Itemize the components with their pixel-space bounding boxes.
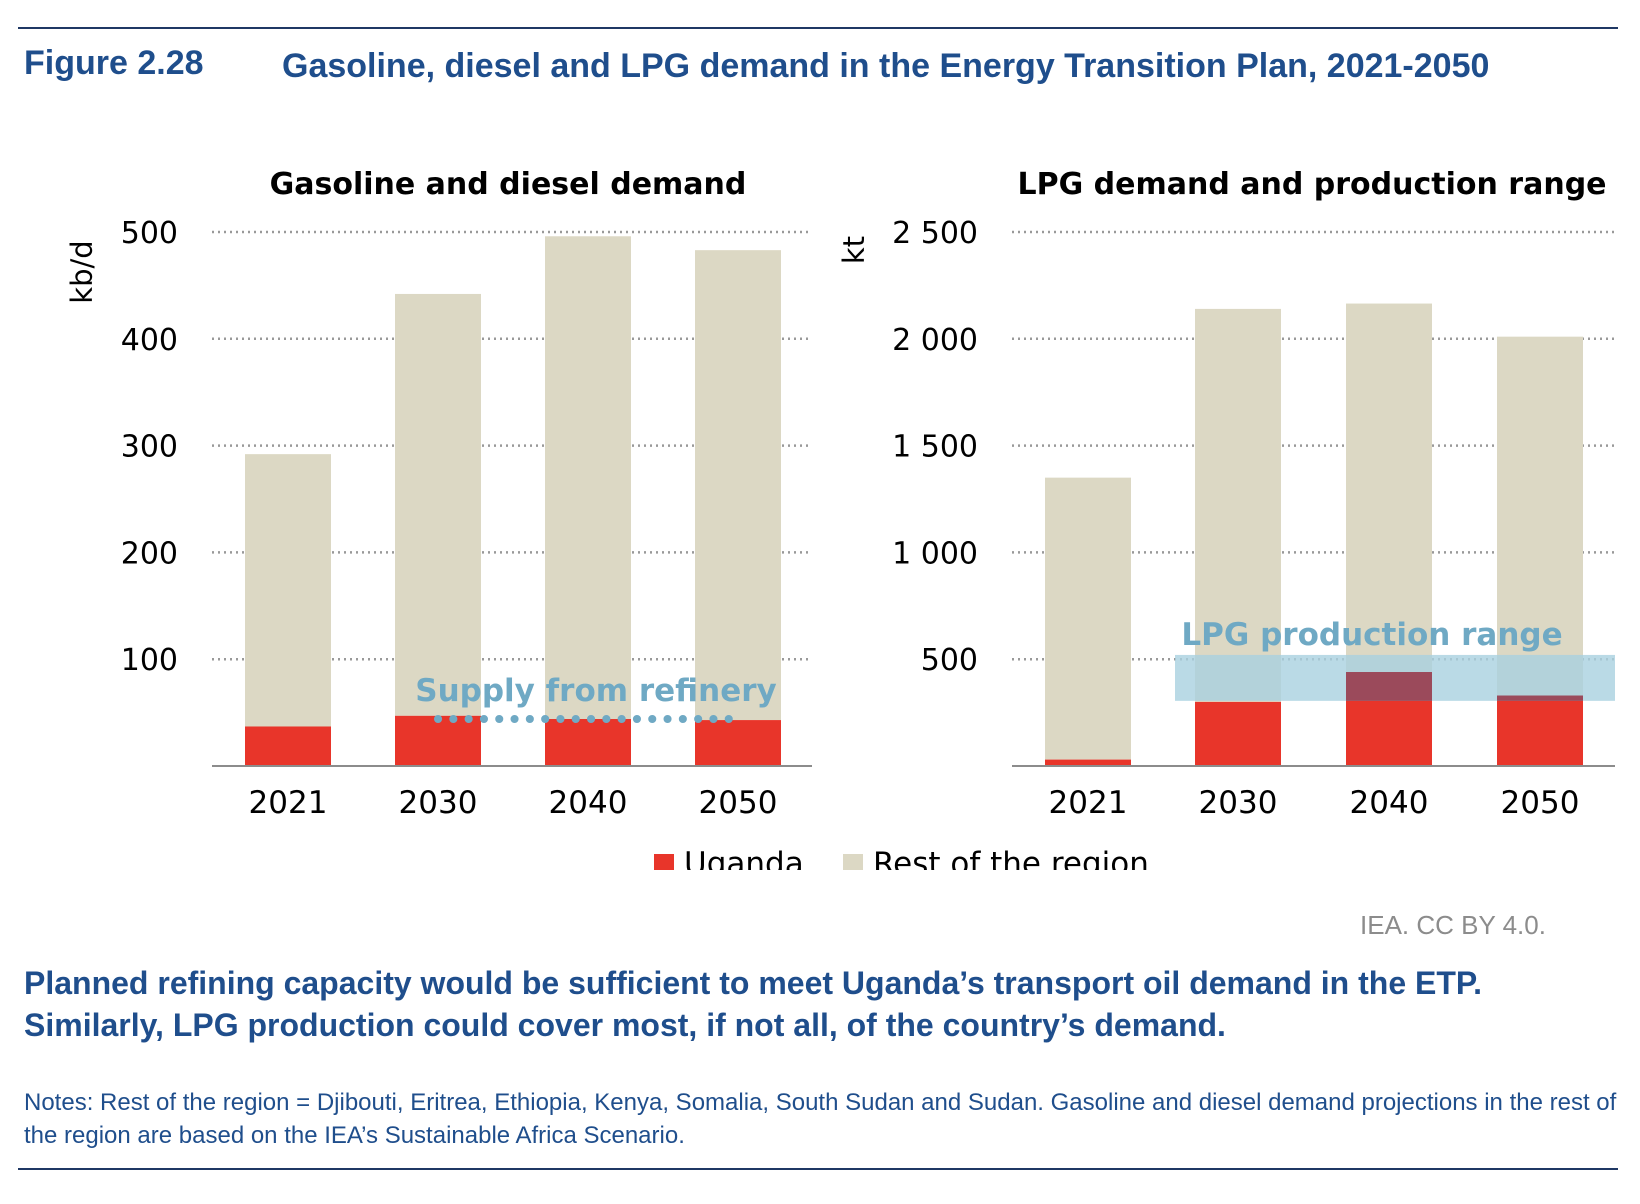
y-tick-label: 300 (121, 430, 178, 465)
y-axis-label: kt (837, 236, 871, 264)
x-tick-label: 2050 (699, 785, 778, 821)
x-tick-label: 2050 (1501, 785, 1580, 821)
legend-label-rest: Rest of the region (873, 846, 1149, 870)
band-overlap (1497, 695, 1583, 701)
lpg-production-label: LPG production range (1181, 617, 1562, 653)
charts-area: Gasoline and diesel demand kb/d 100 200 300 4… (65, 167, 1615, 870)
takeaway-text: Planned refining capacity would be suffi… (24, 965, 1482, 1043)
legend-label-uganda: Uganda (684, 846, 804, 870)
bar-uganda (395, 715, 481, 766)
bar-rest-of-region (1497, 336, 1583, 696)
notes-text: Notes: Rest of the region = Djibouti, Er… (24, 1089, 1617, 1149)
chart-title: LPG demand and production range (1017, 167, 1606, 202)
bar-uganda (1497, 695, 1583, 766)
bar-rest-of-region (545, 236, 631, 720)
legend-swatch-uganda (654, 854, 674, 870)
x-tick-label: 2040 (1350, 785, 1429, 821)
bar-rest-of-region (245, 454, 331, 727)
y-tick-label: 1 000 (892, 536, 978, 571)
credit-line: IEA. CC BY 4.0. (1360, 910, 1546, 940)
y-tick-label: 500 (921, 643, 978, 678)
bar-rest-of-region (1195, 308, 1281, 702)
x-tick-label: 2021 (1049, 785, 1128, 821)
bottom-rule (18, 1168, 1618, 1170)
bar-rest-of-region (695, 250, 781, 721)
bar-uganda (695, 720, 781, 766)
bar-uganda (245, 726, 331, 766)
bar-rest-of-region (1045, 477, 1131, 760)
y-axis-label: kb/d (65, 240, 99, 303)
band-overlap (1346, 672, 1432, 701)
y-tick-label: 100 (121, 643, 178, 678)
x-tick-label: 2021 (249, 785, 328, 821)
top-rule (18, 27, 1618, 29)
y-tick-label: 2 000 (892, 323, 978, 358)
bar-uganda (1045, 759, 1131, 766)
x-tick-label: 2040 (549, 785, 628, 821)
legend-swatch-rest (843, 854, 863, 870)
chart-title: Gasoline and diesel demand (270, 167, 747, 202)
y-tick-label: 200 (121, 536, 178, 571)
figure-title: Gasoline, diesel and LPG demand in the E… (282, 47, 1490, 85)
y-tick-label: 2 500 (892, 216, 978, 251)
bar-uganda (545, 719, 631, 766)
bar-rest-of-region (1346, 303, 1432, 673)
y-tick-label: 500 (121, 216, 178, 251)
x-tick-label: 2030 (1199, 785, 1278, 821)
y-tick-label: 1 500 (892, 430, 978, 465)
y-tick-label: 400 (121, 323, 178, 358)
refinery-supply-label: Supply from refinery (415, 673, 776, 709)
bar-uganda (1195, 701, 1281, 766)
bar-rest-of-region (395, 293, 481, 716)
x-tick-label: 2030 (399, 785, 478, 821)
figure-number: Figure 2.28 (24, 44, 204, 82)
